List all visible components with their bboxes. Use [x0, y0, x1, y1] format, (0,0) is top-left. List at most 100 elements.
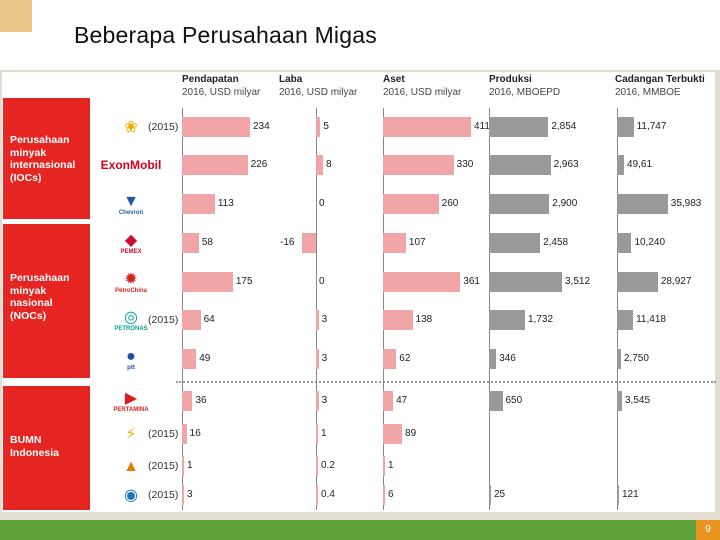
value-label-produksi: 25: [494, 489, 506, 500]
slide-title: Beberapa Perusahaan Migas: [74, 22, 377, 48]
value-label-aset: 89: [405, 428, 417, 439]
year-note: (2015): [148, 121, 179, 133]
logo-glyph: ▲: [123, 457, 139, 475]
section-divider: [176, 381, 716, 383]
group-line: nasional: [10, 297, 53, 309]
value-label-cadangan: 11,747: [636, 121, 667, 132]
value-label-aset: 6: [388, 489, 394, 500]
column-subtitle: 2016, MBOEPD: [489, 87, 561, 98]
value-label-laba: 3: [321, 395, 328, 406]
petronas-towers-icon: ◎ PETRONAS: [100, 307, 162, 333]
group-line: (IOCs): [10, 171, 42, 184]
year-note: (2015): [148, 428, 179, 440]
value-label-pendapatan: 175: [235, 276, 253, 287]
logo-text: PEMEX: [120, 248, 142, 255]
value-label-laba: 3: [321, 353, 328, 364]
logo-text: PetroChina: [114, 287, 147, 294]
logo-text: PERTAMINA: [113, 406, 149, 413]
value-label-laba: 3: [321, 314, 328, 325]
pgn-flame-icon: ◉: [100, 482, 162, 508]
logo-wordmark: ExonMobil: [100, 158, 162, 172]
pemex-eagle-icon: ◆ PEMEX: [100, 230, 162, 256]
value-label-aset: 330: [456, 159, 474, 170]
group-line: minyak: [10, 284, 47, 297]
bar-laba: [316, 424, 318, 444]
value-label-aset: 62: [399, 353, 411, 364]
corner-accent: [0, 0, 32, 32]
year-note: (2015): [148, 314, 179, 326]
logo-text: ptt: [127, 364, 135, 371]
value-label-aset: 107: [408, 237, 426, 248]
value-label-pendapatan: 49: [199, 353, 211, 364]
pertamina-arrows-icon: ▶ PERTAMINA: [100, 388, 162, 414]
bar-laba: [316, 485, 318, 505]
value-label-aset: 1: [388, 460, 394, 471]
logo-glyph: ▶: [124, 389, 138, 407]
value-label-laba: 8: [326, 159, 332, 170]
group-line: Perusahaan: [10, 272, 70, 284]
column-title: Cadangan Terbukti: [615, 74, 705, 85]
value-label-laba: -16: [280, 237, 295, 248]
bar-cadangan: [617, 485, 619, 505]
value-label-laba: 5: [323, 121, 329, 132]
value-label-produksi: 650: [505, 395, 523, 406]
bar-produksi: [489, 485, 491, 505]
bar-pendapatan: [182, 349, 197, 369]
axis-line-laba: [316, 108, 317, 510]
bar-produksi: [489, 310, 525, 330]
bar-produksi: [489, 272, 562, 292]
logo-glyph: ❀: [124, 118, 138, 136]
column-subtitle: 2016, USD milyar: [279, 87, 358, 98]
bar-aset: [383, 233, 406, 253]
value-label-produksi: 2,458: [543, 237, 569, 248]
value-label-aset: 138: [415, 314, 433, 325]
rekind-flame-icon: ▲: [100, 453, 162, 479]
bar-pendapatan: [182, 391, 193, 411]
value-label-pendapatan: 36: [195, 395, 207, 406]
group-line: internasional: [10, 159, 76, 171]
value-label-cadangan: 10,240: [634, 237, 666, 248]
bar-pendapatan: [182, 194, 215, 214]
bar-aset: [383, 485, 385, 505]
value-label-pendapatan: 64: [203, 314, 215, 325]
bar-cadangan: [617, 349, 621, 369]
value-label-pendapatan: 226: [250, 159, 268, 170]
bar-cadangan: [617, 310, 634, 330]
value-label-aset: 47: [396, 395, 408, 406]
bar-aset: [383, 117, 471, 137]
bar-pendapatan: [182, 485, 184, 505]
chart-panel: [2, 72, 715, 512]
logo-glyph: ◆: [124, 231, 138, 249]
value-label-cadangan: 35,983: [670, 198, 702, 209]
value-label-produksi: 2,900: [552, 198, 578, 209]
group-line: Perusahaan: [10, 134, 70, 146]
group-iocs: Perusahaan minyak internasional (IOCs): [3, 98, 90, 219]
year-note: (2015): [148, 489, 179, 501]
logo-glyph: ⚡: [125, 425, 137, 443]
group-line: Indonesia: [10, 446, 60, 459]
bar-aset: [383, 349, 397, 369]
group-line: minyak: [10, 146, 47, 159]
value-label-produksi: 1,732: [528, 314, 554, 325]
column-subtitle: 2016, MMBOE: [615, 87, 681, 98]
bar-pendapatan: [182, 272, 233, 292]
bar-produksi: [489, 194, 550, 214]
bar-aset: [383, 391, 394, 411]
bar-produksi: [489, 233, 541, 253]
value-label-pendapatan: 113: [217, 198, 234, 209]
value-label-produksi: 2,963: [553, 159, 579, 170]
group-line: (NOCs): [10, 309, 47, 322]
bar-laba: [316, 310, 319, 330]
bar-aset: [383, 456, 385, 476]
column-subtitle: 2016, USD milyar: [383, 87, 462, 98]
ptt-flame-icon: ● ptt: [100, 346, 162, 372]
column-subtitle: 2016, USD milyar: [182, 87, 261, 98]
bar-laba: [316, 117, 321, 137]
logo-glyph: ✹: [124, 270, 138, 288]
axis-line-aset: [383, 108, 384, 510]
shell-shell-icon: ❀: [100, 114, 162, 140]
title-bar: Beberapa Perusahaan Migas: [0, 0, 720, 70]
bar-aset: [383, 194, 439, 214]
bar-pendapatan: [182, 456, 184, 476]
value-label-cadangan: 3,545: [625, 395, 651, 406]
